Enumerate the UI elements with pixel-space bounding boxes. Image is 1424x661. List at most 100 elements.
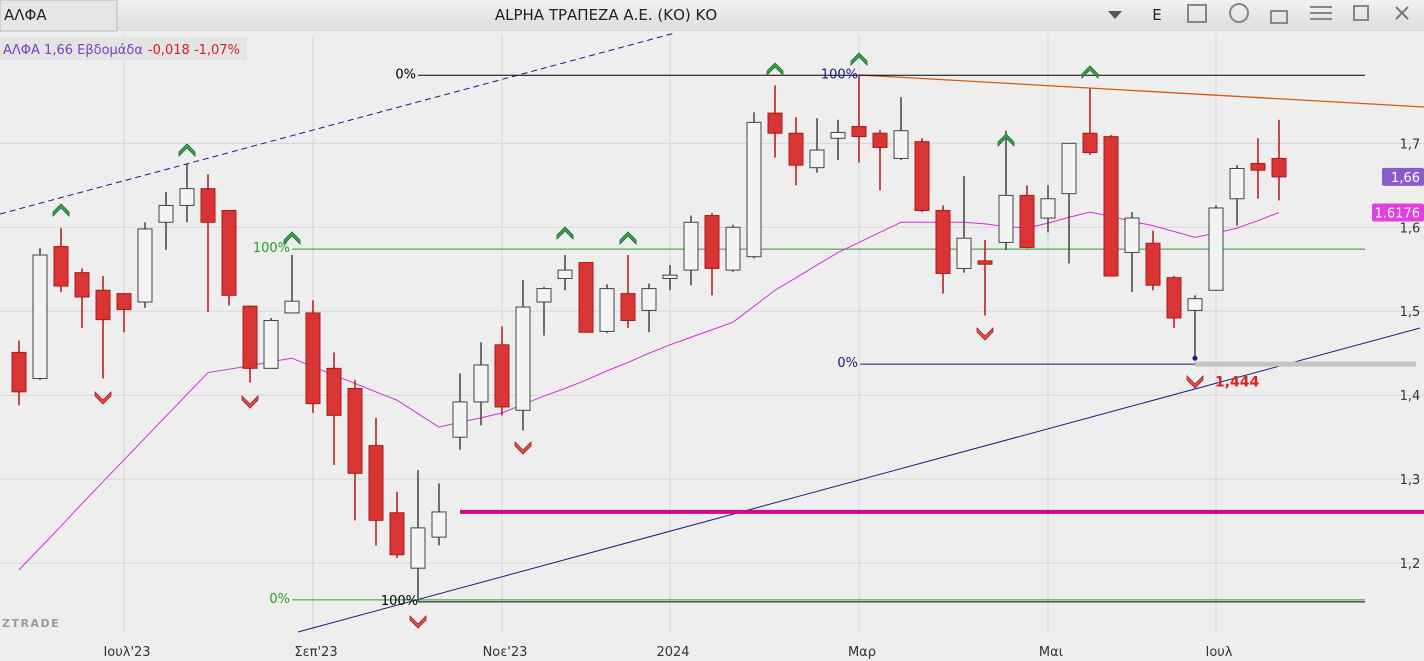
signal-up <box>1081 65 1099 79</box>
candle-body <box>326 367 342 416</box>
candle-body <box>158 204 174 223</box>
candle-body <box>914 141 930 211</box>
x-tick-label: Ιουλ'23 <box>103 645 150 660</box>
y-tick-label: 1,5 <box>1400 305 1421 320</box>
x-tick-label: Νοε'23 <box>483 645 528 660</box>
candle-body <box>1208 207 1224 291</box>
y-tick-label: 1,7 <box>1400 137 1421 152</box>
candle-body <box>1229 168 1245 200</box>
x-tick-label: Ιουλ <box>1205 645 1232 660</box>
y-tick-label: 1,2 <box>1400 557 1421 572</box>
x-tick-label: Μαρ <box>848 645 876 660</box>
candle-body <box>1124 217 1140 253</box>
fib-label: 100% <box>253 241 290 256</box>
candle-body <box>746 121 762 258</box>
x-tick-label: 2024 <box>656 645 689 660</box>
candle-body <box>767 112 783 134</box>
tab-label[interactable]: ΑΛΦΑ <box>4 6 47 24</box>
candle-body <box>893 130 909 159</box>
price-box <box>1372 203 1424 222</box>
x-tick-label: Μαι <box>1039 645 1063 660</box>
candle-body <box>683 221 699 271</box>
signal-down <box>1186 375 1204 389</box>
candle-body <box>221 209 237 296</box>
fib-label: 0% <box>269 592 290 607</box>
signal-up <box>619 231 637 245</box>
title-bar <box>0 0 1424 31</box>
signal-down <box>976 327 994 341</box>
plot-area <box>0 33 1424 633</box>
candle-body <box>242 305 258 369</box>
signal-up <box>556 226 574 240</box>
low-label: 1,444 <box>1215 374 1260 390</box>
signal-down <box>94 391 112 405</box>
candle-body <box>95 289 111 321</box>
candle-body <box>11 351 27 393</box>
candle-body <box>1166 277 1182 319</box>
candle-body <box>1019 194 1035 248</box>
signal-up <box>766 62 784 76</box>
y-tick-label: 1,6 <box>1400 221 1421 236</box>
candle-body <box>536 288 552 303</box>
legend: ΑΛΦΑ 1,66 Εβδομάδα -0,018 -1,07% <box>3 43 240 58</box>
candle-body <box>1145 242 1161 286</box>
fib-label: 0% <box>837 356 858 371</box>
lock-icon[interactable] <box>1270 10 1288 24</box>
signal-up <box>997 133 1015 147</box>
panel-icon[interactable] <box>1187 4 1207 23</box>
candle-body <box>200 188 216 223</box>
close-icon[interactable] <box>1395 6 1409 20</box>
tab[interactable] <box>0 0 118 32</box>
candle-body <box>137 228 153 303</box>
candle-body <box>1250 162 1266 171</box>
legend-change: -0,018 -1,07% <box>148 43 240 58</box>
candle-body <box>32 254 48 379</box>
candle-body <box>452 401 468 438</box>
candle-body <box>599 288 615 332</box>
candle-body <box>410 527 426 569</box>
legend-symbol: ΑΛΦΑ 1,66 Εβδομάδα <box>3 43 143 58</box>
signal-down <box>241 395 259 409</box>
window-title: ALPHA ΤΡΑΠΕΖΑ Α.Ε. (ΚΟ) ΚΟ <box>495 6 717 24</box>
candle-body <box>431 511 447 538</box>
candle-body <box>305 312 321 405</box>
candle-body <box>53 246 69 287</box>
watermark: ZTRADE <box>2 617 60 630</box>
candle-body <box>1061 142 1077 195</box>
low-marker <box>1192 355 1198 361</box>
fib-label: 100% <box>381 594 418 609</box>
signal-up <box>283 231 301 245</box>
candle-body <box>116 293 132 311</box>
signal-up <box>178 143 196 157</box>
fib-label: 0% <box>395 67 416 82</box>
candle-body <box>1271 157 1287 178</box>
candle-body <box>809 149 825 169</box>
candle-body <box>788 132 804 166</box>
quote-icon[interactable] <box>1229 3 1249 23</box>
menu-icon[interactable] <box>1310 6 1332 20</box>
candle-body <box>557 269 573 280</box>
e-button[interactable]: E <box>1152 6 1161 24</box>
candle-body <box>494 344 510 408</box>
legend-box <box>0 37 247 60</box>
candle-body <box>662 274 678 280</box>
candle-body <box>1103 136 1119 277</box>
candle-body <box>578 262 594 333</box>
dropdown-icon[interactable] <box>1108 11 1122 19</box>
candle-body <box>872 132 888 149</box>
candle-body <box>284 300 300 314</box>
candle-body <box>641 288 657 311</box>
candle-body <box>515 306 531 411</box>
restore-icon[interactable] <box>1353 5 1369 21</box>
candle-body <box>956 237 972 269</box>
candle-body <box>368 445 384 521</box>
candle-body <box>935 209 951 274</box>
candle-body <box>1187 298 1203 311</box>
candle-body <box>998 194 1014 243</box>
signal-down <box>409 615 427 629</box>
price-box-label: 1,66 <box>1391 171 1420 186</box>
candle-body <box>347 387 363 474</box>
signal-up <box>52 203 70 217</box>
